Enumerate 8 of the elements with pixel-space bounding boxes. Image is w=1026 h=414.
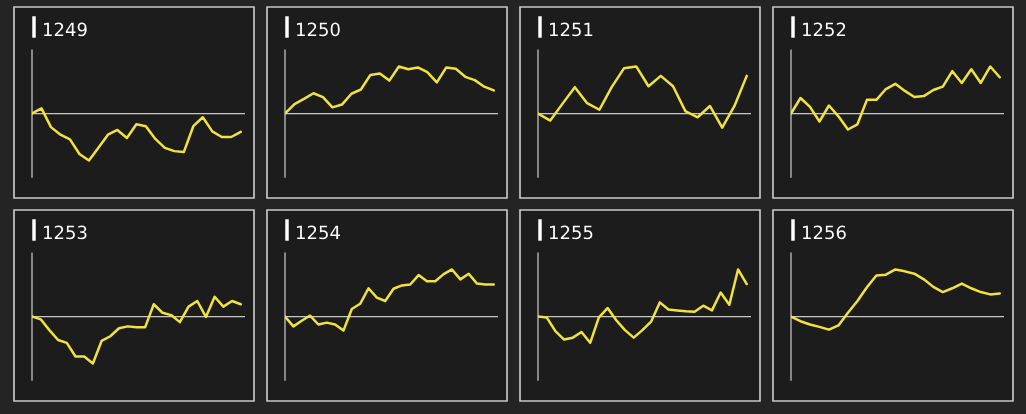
chart-title: 1252 xyxy=(802,22,846,37)
chart-title: 1254 xyxy=(296,225,340,240)
chart-title: 1256 xyxy=(802,225,846,240)
chart-title: 1253 xyxy=(43,225,87,240)
chart-title: 1249 xyxy=(43,22,87,37)
chart-title: 1250 xyxy=(296,22,340,37)
chart-title: 1255 xyxy=(549,225,593,240)
chart-title: 1251 xyxy=(549,22,593,37)
